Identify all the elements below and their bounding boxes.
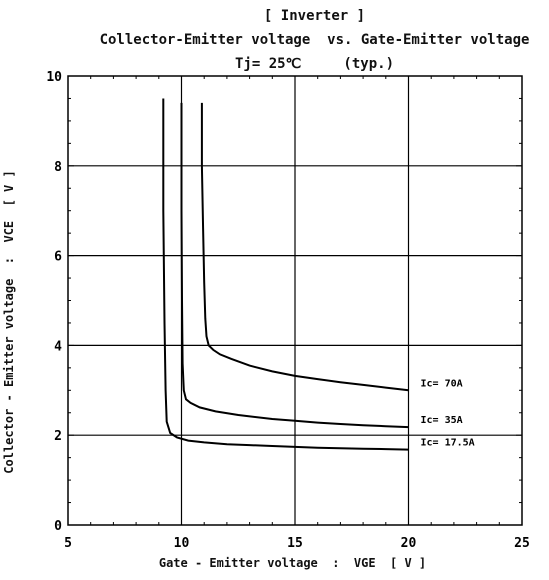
chart-condition: Tj= 25℃ (typ.) [234,56,394,72]
series-line [162,98,409,451]
plot-frame [67,75,523,526]
x-axis-label: Gate - Emitter voltage : VGE [ V ] [158,556,427,570]
y-axis-label: Collector - Emitter voltage : VCE [ V ] [2,170,16,474]
series-line [200,102,409,392]
series-line [180,102,409,429]
series-label: Ic= 35A [421,415,463,426]
chart-title: [ Inverter ] [263,8,366,24]
x-tick-label: 25 [514,536,530,551]
x-tick-label: 20 [401,536,417,551]
y-tick-label: 0 [54,519,62,534]
y-tick-label: 2 [54,429,62,444]
x-tick-label: 15 [287,536,303,551]
x-tick-label: 5 [64,536,72,551]
chart-subtitle: Collector-Emitter voltage vs. Gate-Emitt… [99,32,530,48]
x-tick-label: 10 [174,536,190,551]
series-label: Ic= 70A [421,378,463,389]
y-tick-label: 8 [54,160,62,175]
series-label: Ic= 17.5A [421,438,475,449]
y-tick-label: 6 [54,250,62,265]
y-tick-label: 4 [54,339,62,354]
y-tick-label: 10 [46,70,62,85]
